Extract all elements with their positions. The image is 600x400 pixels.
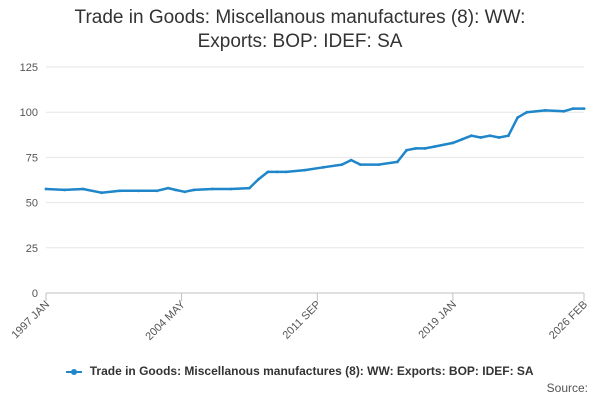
legend[interactable]: Trade in Goods: Miscellanous manufacture… bbox=[0, 364, 600, 378]
y-tick-label: 125 bbox=[20, 62, 38, 74]
data-point bbox=[349, 158, 353, 162]
data-point bbox=[543, 109, 547, 112]
data-point bbox=[562, 109, 566, 113]
data-point bbox=[405, 148, 408, 152]
x-tick-label: 2011 SEP bbox=[280, 299, 323, 342]
series-layer bbox=[44, 107, 586, 195]
data-point bbox=[137, 189, 140, 193]
x-tick-label: 1997 JAN bbox=[9, 299, 52, 342]
data-point bbox=[377, 163, 381, 167]
data-point bbox=[166, 186, 170, 190]
data-point bbox=[433, 145, 436, 149]
chart-title-line-2: Exports: BOP: IDEF: SA bbox=[197, 31, 403, 52]
data-point bbox=[479, 136, 482, 139]
data-point bbox=[257, 177, 261, 181]
data-point bbox=[248, 186, 251, 190]
source-label: Source: bbox=[546, 381, 588, 395]
data-point bbox=[174, 188, 177, 192]
y-tick-label: 0 bbox=[32, 288, 38, 300]
chart-title: Trade in Goods: Miscellanous manufacture… bbox=[0, 6, 600, 54]
data-point bbox=[285, 170, 288, 174]
data-point bbox=[63, 188, 66, 192]
data-point bbox=[497, 136, 501, 139]
data-point bbox=[470, 134, 473, 138]
data-point bbox=[229, 187, 233, 191]
series-line bbox=[44, 107, 586, 194]
data-point bbox=[44, 187, 48, 191]
chart-title-line-1: Trade in Goods: Miscellanous manufacture… bbox=[74, 7, 526, 28]
data-point bbox=[322, 165, 325, 169]
x-tick-label: 2019 JAN bbox=[416, 299, 459, 342]
data-point bbox=[118, 189, 122, 193]
data-point bbox=[414, 147, 418, 150]
data-point bbox=[81, 187, 85, 191]
data-point bbox=[359, 163, 362, 167]
data-point bbox=[100, 191, 103, 195]
data-point bbox=[460, 137, 464, 141]
y-tick-label: 100 bbox=[20, 107, 38, 119]
data-point bbox=[275, 170, 279, 174]
x-tick-label: 2026 FEB bbox=[547, 299, 590, 342]
data-point bbox=[303, 168, 307, 172]
data-point bbox=[192, 188, 196, 192]
data-point bbox=[423, 147, 427, 150]
data-point bbox=[396, 160, 399, 164]
y-tick-label: 50 bbox=[26, 198, 38, 210]
data-point bbox=[516, 116, 519, 119]
y-tick-label: 75 bbox=[26, 152, 38, 164]
data-point bbox=[582, 107, 586, 110]
data-point bbox=[571, 107, 575, 110]
data-point bbox=[266, 170, 270, 174]
data-point bbox=[451, 141, 455, 145]
y-tick-label: 25 bbox=[26, 243, 38, 255]
data-point bbox=[507, 134, 510, 138]
data-point bbox=[488, 134, 492, 138]
data-point bbox=[183, 190, 187, 194]
data-point bbox=[525, 110, 529, 114]
legend-line-marker-icon bbox=[66, 367, 83, 377]
data-point bbox=[211, 187, 214, 191]
data-point bbox=[340, 163, 344, 167]
grid-layer bbox=[46, 66, 584, 249]
x-tick-label: 2004 MAY bbox=[143, 298, 188, 343]
data-point bbox=[155, 189, 159, 193]
legend-label: Trade in Goods: Miscellanous manufacture… bbox=[89, 364, 534, 378]
